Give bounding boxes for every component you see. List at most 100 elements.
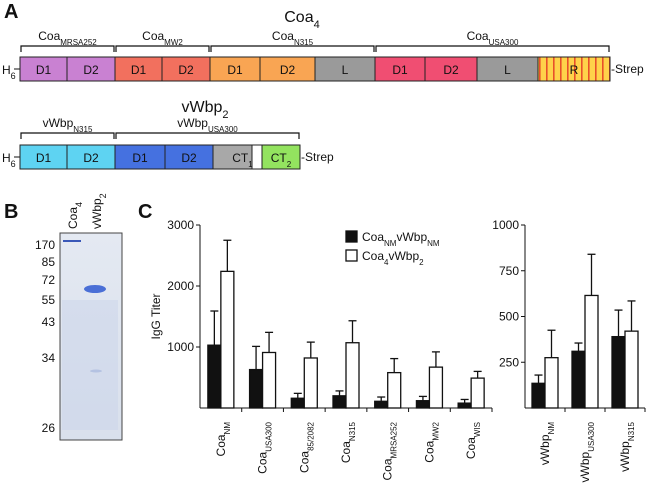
y-tick-label: 500 [499, 310, 519, 324]
domain-label: CT2 [271, 151, 292, 169]
subscript: USA300 [587, 421, 596, 451]
x-tick-label: CoaNM [214, 422, 232, 457]
subscript: WIS [473, 422, 482, 437]
text-part: vWbp [388, 249, 419, 263]
x-tick-label: vWbpNM [538, 422, 556, 465]
text-part: Coa [362, 249, 384, 263]
bar [470, 377, 485, 409]
x-tick-label: CoaMRSA252 [381, 421, 399, 480]
text-part: D1 [36, 151, 52, 165]
text-part: D1 [227, 63, 243, 77]
text-part: vWbp [177, 116, 208, 130]
domain-label: D1 [132, 151, 148, 165]
bar [457, 402, 472, 409]
legend-label: Coa4vWbp2 [362, 249, 424, 267]
bar [624, 330, 639, 409]
domain-label: D1 [131, 63, 147, 77]
construct-title: vWbp2 [181, 99, 228, 121]
domain [259, 56, 316, 82]
text-part: Coa [284, 9, 313, 26]
subscript: 6 [11, 71, 16, 81]
bar [332, 395, 347, 409]
panel-label: A [4, 1, 18, 23]
domain-label: D2 [280, 63, 296, 77]
marker-label: 43 [42, 315, 56, 329]
domain-label: D2 [83, 63, 99, 77]
group-label: vWbpUSA300 [177, 116, 238, 134]
domain-label: D2 [178, 63, 194, 77]
subscript: USA300 [208, 125, 238, 134]
bar [303, 357, 318, 409]
bracket [210, 45, 375, 52]
bar [345, 342, 360, 409]
subscript: N315 [348, 421, 357, 441]
gel-band [84, 285, 106, 293]
text-part: H [2, 151, 11, 165]
bar [290, 397, 305, 409]
text-part: Coa [38, 29, 60, 43]
text-part: IgG Titer [149, 293, 163, 339]
y-tick-label: 1000 [492, 218, 519, 232]
panel-label: B [4, 201, 18, 223]
x-tick-label: CoaWIS [464, 422, 482, 459]
legend-swatch [345, 249, 358, 262]
text-part: D1 [132, 151, 148, 165]
domain [66, 144, 116, 170]
his-tag: H6 [2, 151, 16, 169]
domain-label: CT1 [232, 151, 253, 169]
domain-label: D1 [36, 63, 52, 77]
text-part: vWbp [43, 116, 74, 130]
subscript: 2 [98, 193, 108, 198]
domain [212, 144, 253, 170]
subscript: 2 [287, 160, 292, 169]
domain-label: D2 [181, 151, 197, 165]
y-tick-label: 3000 [167, 218, 194, 232]
subscript: N315 [294, 38, 314, 47]
subscript: USA300 [264, 421, 273, 451]
subscript: 6 [11, 159, 16, 169]
text-part: D1 [392, 63, 408, 77]
construct-title: Coa4 [284, 9, 319, 31]
subscript: 2 [419, 258, 424, 267]
legend-swatch [345, 230, 358, 243]
text-part: D2 [443, 63, 459, 77]
domain [424, 56, 478, 82]
subscript: MRSA252 [60, 38, 97, 47]
subscript: NM [222, 422, 231, 435]
text-part: D2 [280, 63, 296, 77]
text-part: CT [232, 151, 249, 165]
domain-label: D2 [83, 151, 99, 165]
subscript: MRSA252 [389, 421, 398, 458]
text-part: Coa [339, 441, 353, 463]
domain [209, 56, 261, 82]
text-part: D1 [131, 63, 147, 77]
text-part: D2 [178, 63, 194, 77]
text-part: R [570, 63, 579, 77]
marker-label: 26 [42, 421, 56, 435]
text-part: CT [271, 151, 288, 165]
domain-label: R [570, 63, 579, 77]
subscript: MW2 [164, 38, 183, 47]
group-label: CoaN315 [272, 29, 314, 47]
domain-label: L [342, 63, 349, 77]
text-part: D2 [83, 151, 99, 165]
bar [220, 270, 235, 409]
subscript: NM [384, 239, 397, 248]
text-part: Coa [362, 230, 384, 244]
text-part: Coa [467, 29, 489, 43]
domain-label: L [504, 63, 511, 77]
strep-tag: -Strep [301, 150, 334, 164]
text-part: L [504, 63, 511, 77]
bar [428, 366, 444, 409]
bar [248, 368, 264, 409]
x-tick-label: vWbpUSA300 [578, 421, 596, 482]
text-part: Coa [422, 440, 436, 462]
domain-label: D1 [392, 63, 408, 77]
text-part: D2 [83, 63, 99, 77]
domain-label: D2 [443, 63, 459, 77]
bar [207, 344, 222, 409]
domain [114, 144, 166, 170]
text-part: Coa [381, 458, 395, 480]
spacer-domain [251, 144, 263, 170]
bracket [20, 132, 115, 139]
